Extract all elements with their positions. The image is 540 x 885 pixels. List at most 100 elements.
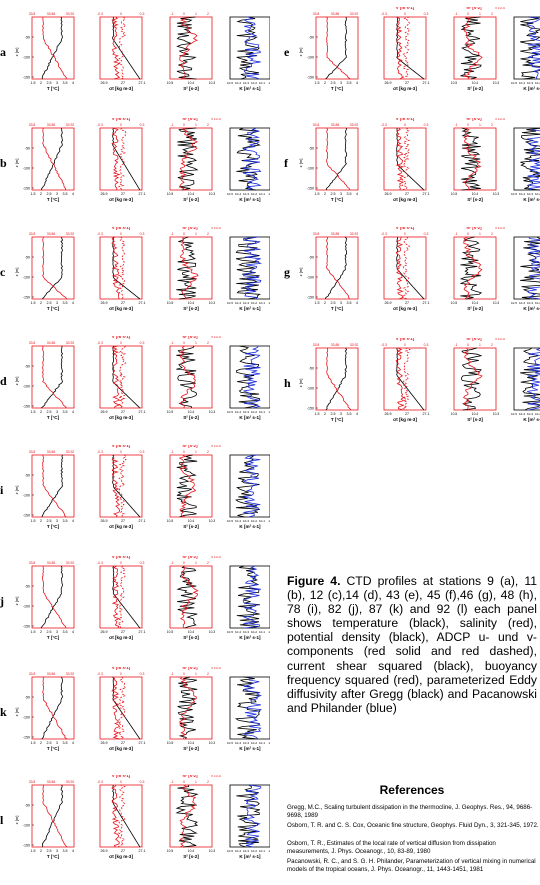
temp-tick-label: 3.5 — [347, 192, 352, 196]
z-tick-label: -150 — [23, 844, 30, 848]
z-axis-label: z [m] — [14, 159, 19, 168]
temp-tick-label: 4 — [72, 81, 74, 85]
v-tick-label: 0.3 — [140, 561, 145, 565]
sigma-tick-label: 27 — [121, 519, 125, 523]
shear-tick-label: 10-3 — [493, 81, 500, 85]
k-axis-label: K [m² s-1] — [239, 415, 261, 420]
caption-text: CTD profiles at stations 9 (a), 11 (b), … — [287, 574, 537, 715]
shear-tick-label: 10-4 — [472, 81, 479, 85]
u-velocity-profile — [111, 676, 121, 740]
n2-tick-label: 2 — [207, 780, 209, 784]
z-tick-label: -50 — [25, 147, 30, 151]
temperature-profile — [40, 345, 64, 409]
temperature-profile — [325, 347, 348, 411]
sigma-tick-label: 27.1 — [139, 192, 146, 196]
k-gregg-profile — [235, 345, 261, 409]
k-tick-label: 10 — [268, 301, 270, 305]
sigma-tick-label: 26.9 — [101, 849, 108, 853]
shear-profile — [176, 345, 198, 409]
k-tick-label: 10-5 — [511, 301, 517, 305]
reference-item: Gregg, M.C., Scaling turbulent dissipati… — [287, 804, 533, 819]
temp-tick-label: 3 — [56, 519, 58, 523]
temp-tick-label: 2.5 — [47, 192, 52, 196]
plot-frame — [315, 127, 359, 191]
n2-tick-label: 2 — [207, 12, 209, 16]
sigma-tick-label: 27.1 — [139, 849, 146, 853]
panel-plots: z [m] -50 -100 -150 33.8 33.86 33.92 -0.3 0 0.3 -1… — [14, 556, 270, 640]
v-tick-label: 0.3 — [424, 12, 429, 16]
k-pacanowski-profile — [526, 236, 540, 300]
sigma-tick-label: 27 — [121, 81, 125, 85]
n2-axis-title: N² [s-2] — [182, 556, 198, 559]
sigma-axis-label: σt [kg m-3] — [109, 415, 133, 420]
shear-profile — [176, 16, 197, 80]
n2-tick-label: 2 — [207, 672, 209, 676]
temperature-profile — [41, 236, 64, 300]
k-axis-label: K [m² s-1] — [239, 306, 261, 311]
k-axis-label: K [m² s-1] — [523, 306, 540, 311]
panel-row-j: j z [m] -50 -100 -150 33.8 33.86 33.92 -0.3 0 0.3 -… — [0, 556, 270, 666]
k-pacanowski-profile — [243, 676, 263, 740]
shear-tick-label: 10-3 — [209, 81, 216, 85]
z-axis-label: z [m] — [14, 268, 19, 277]
v-tick-label: 0 — [120, 780, 122, 784]
k-tick-label: 10-1 — [259, 741, 265, 745]
v-velocity-profile — [401, 347, 411, 411]
temp-axis-label: T [°C] — [47, 197, 60, 202]
k-tick-label: 10-5 — [227, 849, 233, 853]
temp-tick-label: 4 — [356, 412, 358, 416]
k-pacanowski-profile — [526, 127, 540, 191]
k-tick-label: 10-3 — [243, 301, 249, 305]
k-tick-label: 10-2 — [535, 81, 540, 85]
n2-tick-label: 1 — [479, 12, 481, 16]
temp-tick-label: 2 — [40, 81, 42, 85]
plot-frame — [99, 676, 143, 740]
sigma-tick-label: 27.1 — [139, 81, 146, 85]
k-tick-label: 10-2 — [251, 630, 257, 634]
z-axis-label: z [m] — [14, 816, 19, 825]
panel-plots: z [m] -50 -100 -150 33.8 33.86 33.92 -0.3 0 0.3 -1… — [14, 775, 270, 859]
v-axis-title: V [m s-1] — [112, 336, 131, 339]
v-tick-label: 0 — [120, 232, 122, 236]
v-tick-label: 0 — [120, 123, 122, 127]
shear-profile — [176, 454, 198, 518]
temp-tick-label: 3 — [340, 81, 342, 85]
v-tick-label: -0.3 — [97, 780, 103, 784]
plot-frame — [513, 347, 540, 411]
salinity-tick-label: 33.8 — [29, 450, 36, 454]
v-velocity-profile — [117, 236, 126, 300]
k-tick-label: 10-2 — [251, 519, 257, 523]
temp-tick-label: 4 — [72, 410, 74, 414]
references-heading: References — [379, 783, 445, 797]
k-axis-label: K [m² s-1] — [523, 86, 540, 91]
z-tick-label: -50 — [25, 804, 30, 808]
panel-row-i: i z [m] -50 -100 -150 33.8 33.86 33.92 -0.3 0 0.3 -… — [0, 445, 270, 555]
k-tick-label: 10 — [268, 81, 270, 85]
density-profile — [396, 127, 425, 191]
v-tick-label: 0 — [120, 341, 122, 345]
shear-axis-label: S² [s-2] — [183, 746, 199, 751]
z-tick-label: -50 — [309, 147, 314, 151]
shear-tick-label: 10-5 — [167, 192, 174, 196]
z-tick-label: -150 — [23, 514, 30, 518]
shear-tick-label: 10-4 — [472, 301, 479, 305]
temp-tick-label: 4 — [72, 849, 74, 853]
density-profile — [112, 16, 141, 80]
plot-frame — [99, 127, 143, 191]
density-profile — [112, 345, 141, 409]
panel-letter: l — [0, 813, 4, 827]
v-axis-title: V [m s-1] — [112, 227, 131, 230]
n2-scale: x 10-4 — [211, 118, 221, 121]
salinity-tick-label: 33.8 — [29, 232, 36, 236]
sigma-tick-label: 27 — [405, 81, 409, 85]
temp-tick-label: 3.5 — [347, 301, 352, 305]
v-tick-label: -0.3 — [97, 12, 103, 16]
panel-letter: a — [0, 45, 6, 59]
k-tick-label: 10-4 — [235, 519, 241, 523]
temp-tick-label: 1.5 — [315, 81, 320, 85]
v-velocity-profile — [401, 236, 411, 300]
n2-tick-label: 0 — [467, 343, 469, 347]
temp-tick-label: 1.5 — [31, 630, 36, 634]
v-velocity-profile — [401, 16, 411, 80]
z-tick-label: -50 — [309, 256, 314, 260]
